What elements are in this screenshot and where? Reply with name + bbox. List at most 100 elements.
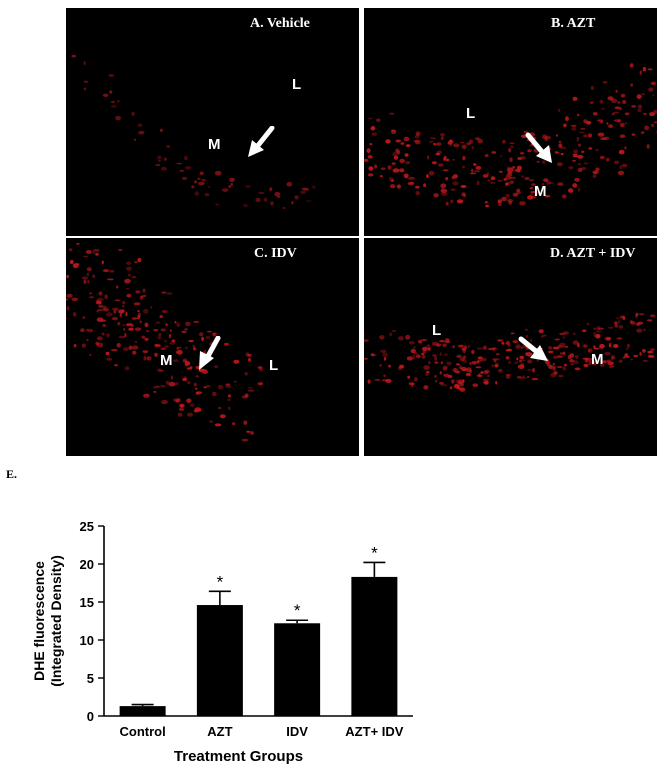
fluorescence-spot [110,348,118,352]
fluorescence-spot [294,195,299,200]
fluorescence-spot [98,304,104,308]
fluorescence-spot [137,312,141,318]
y-axis-label: DHE fluorescence [31,561,47,681]
fluorescence-spot [578,163,581,166]
fluorescence-spot [573,360,579,365]
bar [351,576,398,716]
fluorescence-spot [161,399,168,405]
fluorescence-spot [81,276,88,280]
panel-b-lumen-marker: L [466,105,476,122]
fluorescence-spot [572,332,576,335]
fluorescence-spot [155,321,161,324]
fluorescence-spot [432,354,437,357]
fluorescence-spot [593,327,597,330]
fluorescence-spot [202,369,208,374]
fluorescence-spot [87,279,90,284]
fluorescence-spot [472,383,479,387]
fluorescence-spot [640,131,645,135]
fluorescence-spot [515,344,521,349]
fluorescence-spot [155,164,161,166]
fluorescence-spot [647,68,653,71]
fluorescence-spot [554,338,560,341]
fluorescence-spot [389,112,395,115]
fluorescence-spot [475,166,482,170]
fluorescence-spot [476,180,480,186]
fluorescence-spot [559,332,566,335]
fluorescence-spot [415,191,420,196]
fluorescence-spot [430,137,437,140]
fluorescence-spot [614,160,620,165]
fluorescence-spot [184,155,188,161]
fluorescence-spot [639,70,642,75]
fluorescence-spot [201,179,206,182]
fluorescence-spot [76,242,80,245]
fluorescence-spot [532,368,535,373]
fluorescence-spot [426,344,431,349]
fluorescence-spot [186,398,192,404]
fluorescence-spot [391,129,397,135]
fluorescence-spot [158,159,161,162]
fluorescence-spot [125,323,132,327]
fluorescence-spot [489,181,496,184]
fluorescence-spot [618,359,623,363]
fluorescence-spot [570,124,577,127]
fluorescence-spot [505,349,511,352]
fluorescence-spot [86,338,89,342]
fluorescence-spot [184,166,192,170]
fluorescence-spot [575,355,579,359]
fluorescence-spot [409,181,414,185]
fluorescence-spot [445,177,449,181]
fluorescence-spot [449,386,453,390]
fluorescence-spot [576,137,579,142]
fluorescence-spot [174,320,177,324]
fluorescence-spot [572,96,578,101]
fluorescence-spot [497,199,502,204]
fluorescence-spot [193,382,197,387]
fluorescence-spot [233,359,240,364]
fluorescence-spot [227,394,232,398]
fluorescence-spot [562,336,565,339]
fluorescence-spot [481,357,487,362]
fluorescence-spot [192,320,200,324]
fluorescence-spot [414,139,421,145]
fluorescence-spot [418,339,423,344]
fluorescence-spot [247,389,255,392]
fluorescence-spot [476,375,483,377]
fluorescence-spots-b [364,63,657,208]
arrow-icon [518,336,548,361]
fluorescence-spot [606,359,611,362]
fluorescence-spot [498,203,502,206]
fluorescence-spot [565,116,569,122]
fluorescence-spot [108,270,115,273]
fluorescence-spot [214,423,222,427]
fluorescence-spot [471,360,477,365]
fluorescence-spot [371,132,378,136]
fluorescence-spot [592,170,599,175]
fluorescence-spot [160,166,167,171]
fluorescence-spot [452,345,455,349]
fluorescence-spot [421,355,426,359]
x-tick-label: AZT [207,724,232,739]
significance-marker: * [294,601,301,620]
fluorescence-spot [257,366,263,369]
fluorescence-spot [108,74,115,77]
fluorescence-spot [617,119,621,123]
fluorescence-spot [460,185,467,188]
fluorescence-spot [422,350,427,354]
fluorescence-spot [92,250,95,255]
fluorescence-spot [403,173,409,178]
fluorescence-spot [102,324,106,327]
fluorescence-spot [508,200,512,205]
fluorescence-spot [601,360,608,364]
fluorescence-spot [440,191,448,196]
fluorescence-spot [385,378,392,383]
x-tick-label: IDV [286,724,308,739]
fluorescence-spot [525,335,529,338]
fluorescence-spot [568,188,574,193]
fluorescence-spot [543,178,549,182]
fluorescence-spot [431,341,439,346]
fluorescence-spot [505,194,510,198]
fluorescence-spot [481,370,489,375]
fluorescence-spot [229,177,235,182]
